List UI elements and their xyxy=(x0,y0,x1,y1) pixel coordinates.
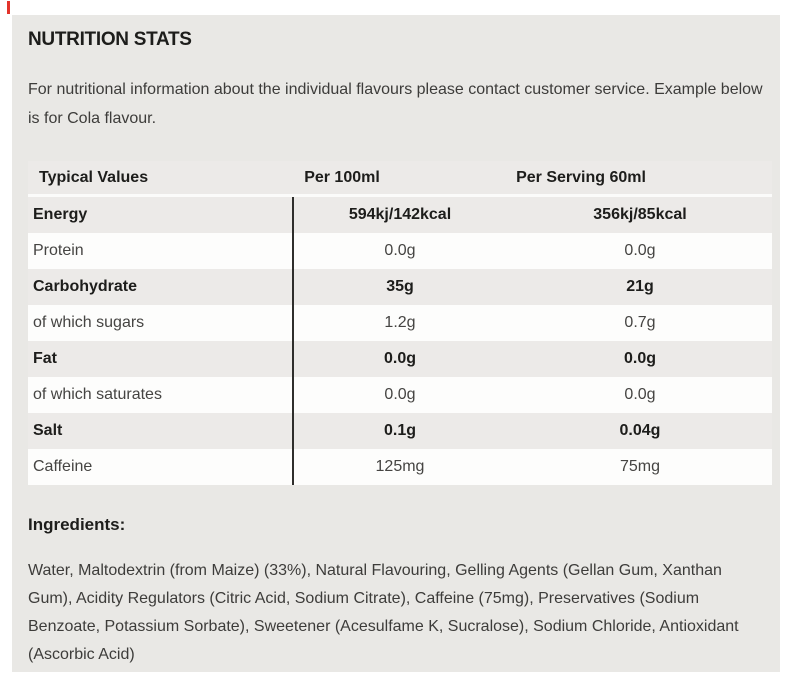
table-row: Carbohydrate 35g 21g xyxy=(28,269,772,305)
column-divider-line xyxy=(292,197,294,485)
row-value-per-100ml: 0.1g xyxy=(383,422,416,439)
row-value-per-100ml: 0.0g xyxy=(384,386,416,403)
row-value-per-serving: 21g xyxy=(626,278,654,295)
table-row: Caffeine 125mg 75mg xyxy=(28,449,772,485)
table-row: Salt 0.1g 0.04g xyxy=(28,413,772,449)
row-label: Caffeine xyxy=(33,458,93,475)
row-label: Energy xyxy=(33,206,88,223)
row-value-per-serving: 0.0g xyxy=(623,350,656,367)
intro-text: For nutritional information about the in… xyxy=(28,81,763,127)
row-label: Protein xyxy=(33,242,84,259)
row-value-per-serving: 356kj/85kcal xyxy=(593,206,687,223)
column-header-per-serving: Per Serving 60ml xyxy=(516,168,646,186)
ingredients-text: Water, Maltodextrin (from Maize) (33%), … xyxy=(28,562,739,663)
row-label: Carbohydrate xyxy=(33,278,138,295)
nutrition-table-body: Energy 594kj/142kcal 356kj/85kcal Protein 0.… xyxy=(28,197,772,485)
row-value-per-100ml: 594kj/142kcal xyxy=(348,206,452,223)
row-value-per-100ml: 35g xyxy=(386,278,414,295)
row-value-per-100ml: 0.0g xyxy=(384,242,416,259)
nutrition-table-header: Typical Values Per 100ml Per Serving 60m… xyxy=(28,161,772,197)
row-value-per-100ml: 1.2g xyxy=(384,314,416,331)
row-value-per-100ml: 125mg xyxy=(375,458,425,475)
section-title: NUTRITION STATS xyxy=(28,29,192,50)
ingredients-heading: Ingredients: xyxy=(28,515,126,534)
row-value-per-serving: 0.7g xyxy=(624,314,656,331)
table-row: of which saturates 0.0g 0.0g xyxy=(28,377,772,413)
row-label: Fat xyxy=(33,350,57,367)
table-row: Energy 594kj/142kcal 356kj/85kcal xyxy=(28,197,772,233)
accent-mark xyxy=(7,1,10,14)
row-value-per-serving: 0.0g xyxy=(624,242,656,259)
row-value-per-100ml: 0.0g xyxy=(383,350,416,367)
nutrition-stats-card: NUTRITION STATS For nutritional informat… xyxy=(12,15,780,672)
row-value-per-serving: 0.0g xyxy=(624,386,656,403)
row-label: Salt xyxy=(33,422,63,439)
column-header-per-100ml: Per 100ml xyxy=(304,168,380,186)
row-label: of which saturates xyxy=(33,386,162,403)
table-row: Fat 0.0g 0.0g xyxy=(28,341,772,377)
table-row: of which sugars 1.2g 0.7g xyxy=(28,305,772,341)
nutrition-table: Typical Values Per 100ml Per Serving 60m… xyxy=(28,161,772,485)
column-header-typical-values: Typical Values xyxy=(39,168,149,186)
row-label: of which sugars xyxy=(33,314,145,331)
table-row: Protein 0.0g 0.0g xyxy=(28,233,772,269)
row-value-per-serving: 75mg xyxy=(619,458,661,475)
row-value-per-serving: 0.04g xyxy=(619,422,661,439)
